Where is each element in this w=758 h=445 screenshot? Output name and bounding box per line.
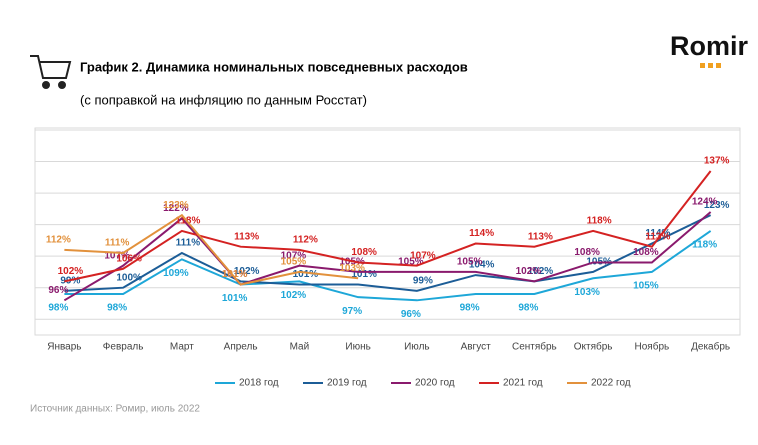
data-label: 102% xyxy=(281,290,307,301)
data-label: 114% xyxy=(645,228,670,239)
series-line xyxy=(63,211,712,302)
logo-dots xyxy=(700,63,721,68)
data-label: 105% xyxy=(457,257,483,268)
legend-label: 2019 год xyxy=(327,378,367,389)
data-label: 112% xyxy=(46,234,71,245)
data-label: 113% xyxy=(528,231,553,242)
data-label: 108% xyxy=(351,247,377,258)
data-label: 112% xyxy=(293,234,318,245)
x-tick-label: Август xyxy=(461,342,492,353)
data-label: 108% xyxy=(633,247,659,258)
data-label: 99% xyxy=(413,275,433,286)
data-label: 109% xyxy=(163,268,189,279)
data-label: 102% xyxy=(516,266,542,277)
data-label: 103% xyxy=(574,287,600,298)
data-label: 122% xyxy=(163,203,189,214)
legend-label: 2020 год xyxy=(415,378,455,389)
x-tick-label: Январь xyxy=(47,342,81,353)
data-label: 102% xyxy=(528,266,554,277)
data-label: 124% xyxy=(692,197,718,208)
data-label: 105% xyxy=(281,257,307,268)
series-line xyxy=(64,213,359,286)
data-label: 114% xyxy=(469,228,494,239)
x-tick-label: Ноябрь xyxy=(635,341,670,353)
data-label: 111% xyxy=(105,238,130,249)
data-label: 98% xyxy=(48,303,68,314)
data-label: 102% xyxy=(58,266,84,277)
data-label: 101% xyxy=(222,293,248,304)
series-line xyxy=(64,214,712,292)
cart-icon xyxy=(30,55,72,89)
data-label: 105% xyxy=(633,281,659,292)
data-label: 118% xyxy=(692,240,717,251)
data-label: 100% xyxy=(116,272,142,283)
x-tick-label: Октябрь xyxy=(574,341,613,353)
data-label: 108% xyxy=(574,247,600,258)
data-label: 123% xyxy=(163,200,189,211)
x-tick-label: Февраль xyxy=(103,342,144,353)
x-tick-label: Май xyxy=(290,342,310,353)
data-label: 107% xyxy=(104,250,130,261)
data-label: 107% xyxy=(281,250,307,261)
data-label: 101% xyxy=(351,269,377,280)
logo: Romir xyxy=(670,31,749,61)
x-tick-label: Июль xyxy=(404,342,430,353)
data-label: 101% xyxy=(222,269,248,280)
data-label: 98% xyxy=(107,303,127,314)
legend-label: 2021 год xyxy=(503,378,543,389)
data-label: 102% xyxy=(234,266,260,277)
data-label: 111% xyxy=(176,238,201,249)
chart-title: График 2. Динамика номинальных повседнев… xyxy=(80,59,468,74)
x-tick-label: Март xyxy=(170,342,194,353)
data-label: 103% xyxy=(339,263,365,274)
chart-subtitle: (с поправкой на инфляцию по данным Росст… xyxy=(80,92,367,107)
data-label: 98% xyxy=(460,303,480,314)
series-line xyxy=(64,170,712,283)
plot-area xyxy=(34,127,741,336)
series-line xyxy=(64,230,712,302)
data-label: 101% xyxy=(222,269,248,280)
data-label: 105% xyxy=(398,257,424,268)
data-label: 96% xyxy=(401,309,421,320)
data-label: 137% xyxy=(704,156,730,167)
legend-label: 2022 год xyxy=(591,378,631,389)
data-label: 107% xyxy=(410,250,436,261)
data-label: 101% xyxy=(293,269,319,280)
data-label: 106% xyxy=(116,253,142,264)
x-tick-label: Апрель xyxy=(224,342,258,353)
x-tick-label: Декабрь xyxy=(691,341,730,353)
x-tick-label: Сентябрь xyxy=(512,341,557,353)
data-label: 113% xyxy=(645,231,670,242)
data-label: 123% xyxy=(704,200,730,211)
data-label: 113% xyxy=(234,231,259,242)
data-label: 118% xyxy=(587,216,612,227)
data-label: 104% xyxy=(469,260,495,271)
data-label: 96% xyxy=(48,285,68,296)
data-label: 98% xyxy=(518,303,538,314)
data-label: 97% xyxy=(342,306,362,317)
source-note: Источник данных: Ромир, июль 2022 xyxy=(30,404,200,415)
legend-label: 2018 год xyxy=(239,378,279,389)
x-tick-label: Июнь xyxy=(345,342,370,353)
